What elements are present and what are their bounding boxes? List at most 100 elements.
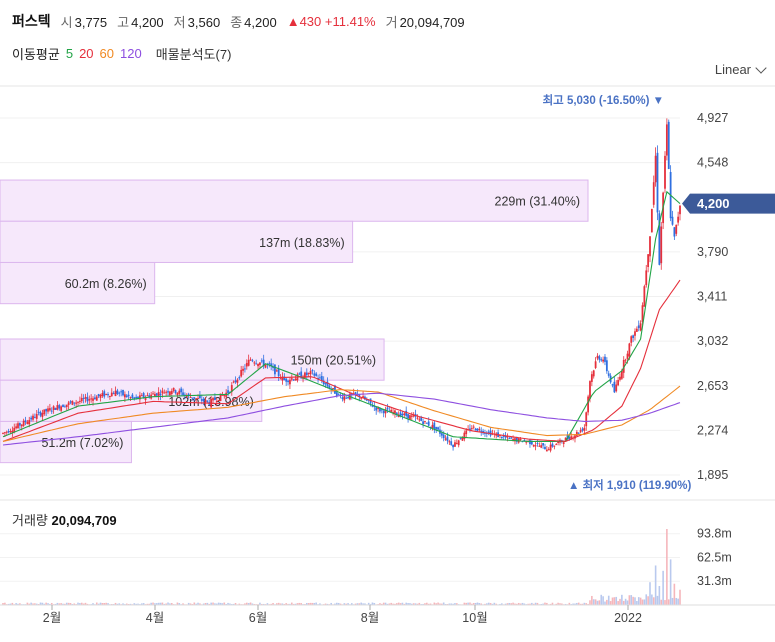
candle-down — [422, 421, 424, 425]
volume-bar — [142, 603, 145, 605]
volume-bar — [516, 603, 518, 605]
candle-down — [125, 395, 128, 398]
candle-up — [257, 363, 259, 367]
scale-selector[interactable]: Linear — [715, 61, 767, 77]
candle-up — [570, 436, 573, 439]
candle-up — [645, 270, 648, 286]
candle-up — [242, 368, 244, 371]
volume-bar — [99, 602, 102, 605]
volume-bar — [343, 603, 346, 605]
candle-up — [626, 353, 629, 360]
volume-bar — [262, 603, 265, 605]
volume-bar — [116, 603, 119, 605]
stock-name: 퍼스텍 — [12, 13, 51, 29]
candle-down — [435, 426, 438, 430]
candle-up — [161, 390, 164, 394]
moving-average-legend[interactable]: 이동평균 5 20 60 120 매물분석도(7) — [12, 44, 231, 63]
volume-bar — [125, 603, 128, 605]
candle-down — [440, 433, 443, 436]
candle-up — [221, 394, 224, 396]
candle-up — [60, 406, 63, 411]
volume-bar — [514, 603, 516, 605]
volume-bar — [493, 602, 496, 605]
volume-bar — [456, 603, 458, 605]
volume-bar — [294, 603, 297, 605]
candle-up — [384, 409, 387, 414]
volume-bar — [471, 603, 473, 605]
volume-bar — [634, 597, 636, 605]
volume-bar — [622, 600, 625, 605]
volume-bar — [2, 603, 4, 605]
volume-bar — [140, 603, 143, 605]
volume-bar — [11, 602, 14, 605]
volume-bar — [418, 602, 421, 605]
candle-up — [506, 436, 509, 438]
volume-bar — [501, 603, 503, 605]
y-tick-label: 2,274 — [697, 423, 728, 437]
volume-bar — [118, 603, 121, 605]
volume-bar — [103, 602, 106, 605]
y-tick-label: 3,790 — [697, 245, 728, 259]
volume-bar — [382, 602, 385, 605]
volume-bar — [390, 602, 392, 605]
candle-up — [22, 420, 25, 426]
volume-bar — [56, 602, 59, 605]
candle-down — [476, 428, 479, 431]
candle-up — [65, 404, 68, 408]
candle-up — [249, 359, 252, 361]
y-tick-label: 3,411 — [697, 290, 727, 304]
volume-bar — [510, 603, 513, 605]
candle-up — [140, 395, 143, 397]
volume-bar — [129, 603, 132, 605]
volume-bar — [407, 602, 409, 605]
volume-bar — [315, 602, 317, 605]
candle-down — [658, 213, 661, 265]
candle-up — [332, 388, 334, 390]
volume-bar — [238, 603, 241, 605]
candle-up — [219, 393, 222, 402]
candle-up — [512, 439, 514, 441]
volume-bar — [607, 595, 610, 605]
candle-down — [598, 356, 601, 360]
candle-up — [654, 155, 657, 183]
volume-bar — [499, 603, 501, 605]
volume-bar — [80, 602, 83, 605]
y-tick-label: 2,653 — [697, 379, 728, 393]
candle-up — [197, 397, 199, 399]
volume-bar — [679, 589, 681, 605]
volume-bar — [73, 603, 76, 605]
candle-down — [300, 371, 303, 379]
volume-profile-toggle[interactable]: 매물분석도(7) — [155, 47, 232, 62]
candle-up — [457, 440, 460, 446]
candle-up — [589, 381, 591, 399]
volume-title: 거래량 20,094,709 — [12, 513, 117, 528]
volume-bar — [334, 603, 336, 605]
volume-bar — [489, 603, 492, 605]
candle-up — [28, 419, 31, 425]
volume-bar — [521, 602, 524, 605]
volume-bar — [354, 603, 357, 605]
candle-up — [635, 328, 638, 332]
candle-up — [169, 391, 171, 396]
candle-up — [403, 413, 406, 416]
candle-down — [251, 360, 254, 362]
volume-bar — [549, 603, 552, 605]
candle-up — [649, 236, 651, 257]
candle-up — [114, 390, 117, 397]
volume-bar — [54, 603, 57, 605]
volume-bar — [62, 603, 64, 605]
volume-bar — [652, 597, 655, 605]
candle-up — [304, 372, 306, 379]
candle-down — [82, 397, 85, 399]
volume-bar — [285, 603, 287, 605]
volume-bar — [182, 603, 184, 605]
volume-bar — [152, 602, 154, 605]
volume-bar — [15, 603, 17, 605]
volume-bar — [105, 602, 107, 605]
volume-bar — [84, 602, 87, 605]
volume-bar — [656, 595, 659, 605]
volume-bar — [347, 603, 349, 605]
candle-down — [122, 390, 124, 396]
volume-bar — [339, 603, 342, 605]
